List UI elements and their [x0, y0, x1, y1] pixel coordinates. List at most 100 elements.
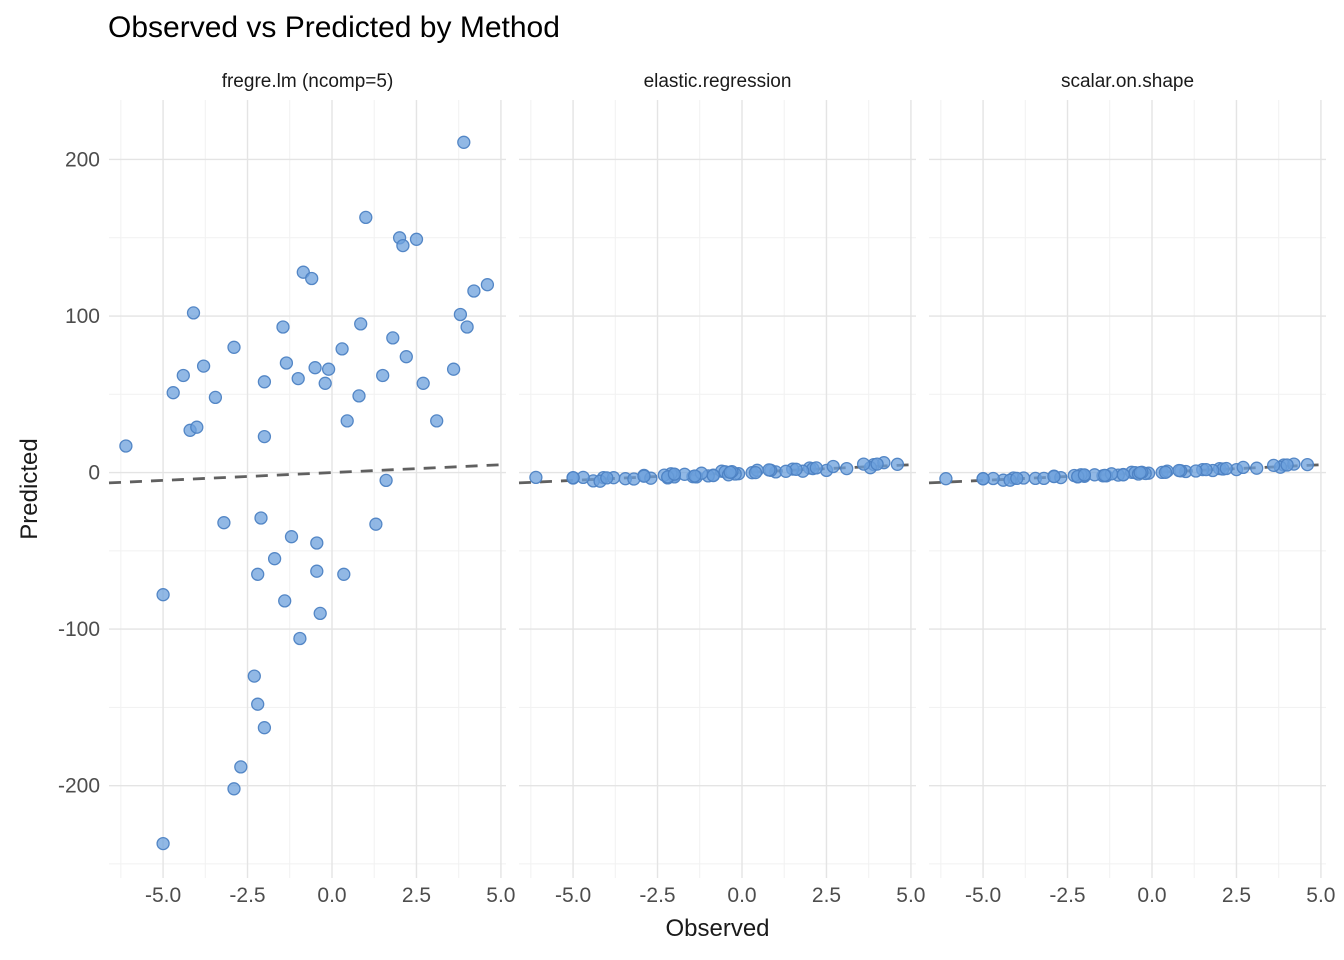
y-tick-label: 200: [65, 149, 100, 172]
data-point: [257, 375, 272, 389]
data-point: [667, 467, 682, 481]
data-point: [251, 567, 265, 581]
facet-panel: [518, 100, 917, 878]
x-tick-label: -5.0: [965, 884, 1001, 907]
data-point: [276, 320, 290, 334]
data-point: [600, 471, 614, 485]
data-point: [430, 414, 444, 428]
y-tick-label: -200: [58, 775, 100, 798]
data-point: [310, 536, 324, 550]
data-point: [1116, 468, 1130, 482]
data-point: [762, 463, 776, 477]
data-point: [284, 530, 299, 544]
data-point: [227, 340, 241, 354]
data-point: [156, 588, 170, 602]
data-point: [156, 836, 170, 851]
data-point: [379, 473, 393, 488]
data-point: [119, 439, 133, 453]
data-point: [247, 669, 261, 683]
data-point: [337, 567, 351, 581]
facet-strip-label-elastic-regression: elastic.regression: [643, 71, 792, 92]
data-point: [279, 356, 294, 370]
facet-panel: [928, 100, 1327, 878]
data-point: [1300, 457, 1315, 472]
data-point: [359, 210, 373, 225]
data-point: [467, 284, 481, 298]
facet-panel: [108, 100, 507, 878]
facet-strip-label-scalar-on-shape: scalar.on.shape: [1060, 71, 1195, 92]
y-tick-label: -100: [58, 618, 100, 641]
data-point: [217, 516, 231, 530]
data-point: [939, 472, 953, 486]
data-point: [354, 317, 368, 331]
chart-title: Observed vs Predicted by Method: [108, 11, 560, 44]
x-tick-label: -2.5: [229, 884, 265, 907]
data-point: [706, 468, 720, 483]
data-point: [446, 362, 461, 376]
data-point: [166, 386, 180, 400]
data-point: [840, 461, 854, 476]
x-tick-label: -5.0: [555, 884, 591, 907]
x-tick-label: 0.0: [727, 884, 756, 907]
x-tick-label: 5.0: [896, 884, 925, 907]
x-tick-label: 2.5: [812, 884, 841, 907]
data-point: [457, 135, 471, 149]
data-point: [234, 760, 248, 774]
data-point: [1047, 469, 1061, 484]
data-point: [809, 461, 823, 475]
x-tick-label: 0.0: [317, 884, 346, 907]
data-point: [376, 368, 390, 383]
data-point: [1098, 468, 1112, 483]
data-point: [352, 389, 366, 403]
data-point: [637, 469, 651, 483]
data-point: [748, 465, 763, 480]
identity-line: [108, 463, 507, 485]
x-tick-label: 2.5: [402, 884, 431, 907]
y-tick-label: 0: [88, 462, 100, 485]
data-point: [291, 371, 305, 386]
data-point: [1010, 471, 1024, 486]
data-point: [196, 359, 211, 373]
data-point: [779, 464, 793, 478]
data-point: [308, 361, 322, 375]
data-point: [409, 232, 424, 246]
data-point: [1189, 464, 1203, 478]
data-point: [369, 517, 383, 531]
data-point: [480, 278, 495, 292]
data-point: [453, 307, 468, 322]
data-point: [278, 594, 292, 608]
data-point: [1158, 465, 1173, 479]
facet-strip-label-fregre-lm: fregre.lm (ncomp=5): [221, 71, 394, 92]
data-point: [186, 306, 201, 320]
data-point: [890, 457, 905, 471]
data-point: [257, 429, 272, 444]
data-point: [254, 511, 268, 525]
data-point: [1236, 460, 1250, 475]
x-axis-title: Observed: [665, 915, 770, 942]
data-point: [460, 320, 474, 334]
data-point: [856, 457, 871, 471]
x-tick-label: -2.5: [639, 884, 675, 907]
data-point: [251, 697, 265, 711]
data-point: [208, 390, 223, 405]
data-point: [1250, 461, 1264, 475]
data-point: [399, 350, 413, 364]
data-point: [416, 376, 430, 390]
data-point: [976, 472, 990, 486]
data-point: [293, 631, 307, 646]
x-tick-label: 2.5: [1222, 884, 1251, 907]
data-point: [1266, 458, 1281, 473]
x-tick-label: 0.0: [1137, 884, 1166, 907]
x-tick-label: 5.0: [1306, 884, 1335, 907]
data-point: [396, 238, 410, 253]
data-point: [723, 465, 737, 479]
y-axis-title: Predicted: [16, 438, 43, 540]
y-tick-label: 100: [65, 305, 100, 328]
data-point: [321, 362, 336, 376]
data-point: [1280, 458, 1294, 472]
data-point: [386, 331, 400, 345]
data-point: [529, 470, 543, 485]
data-point: [335, 342, 349, 356]
